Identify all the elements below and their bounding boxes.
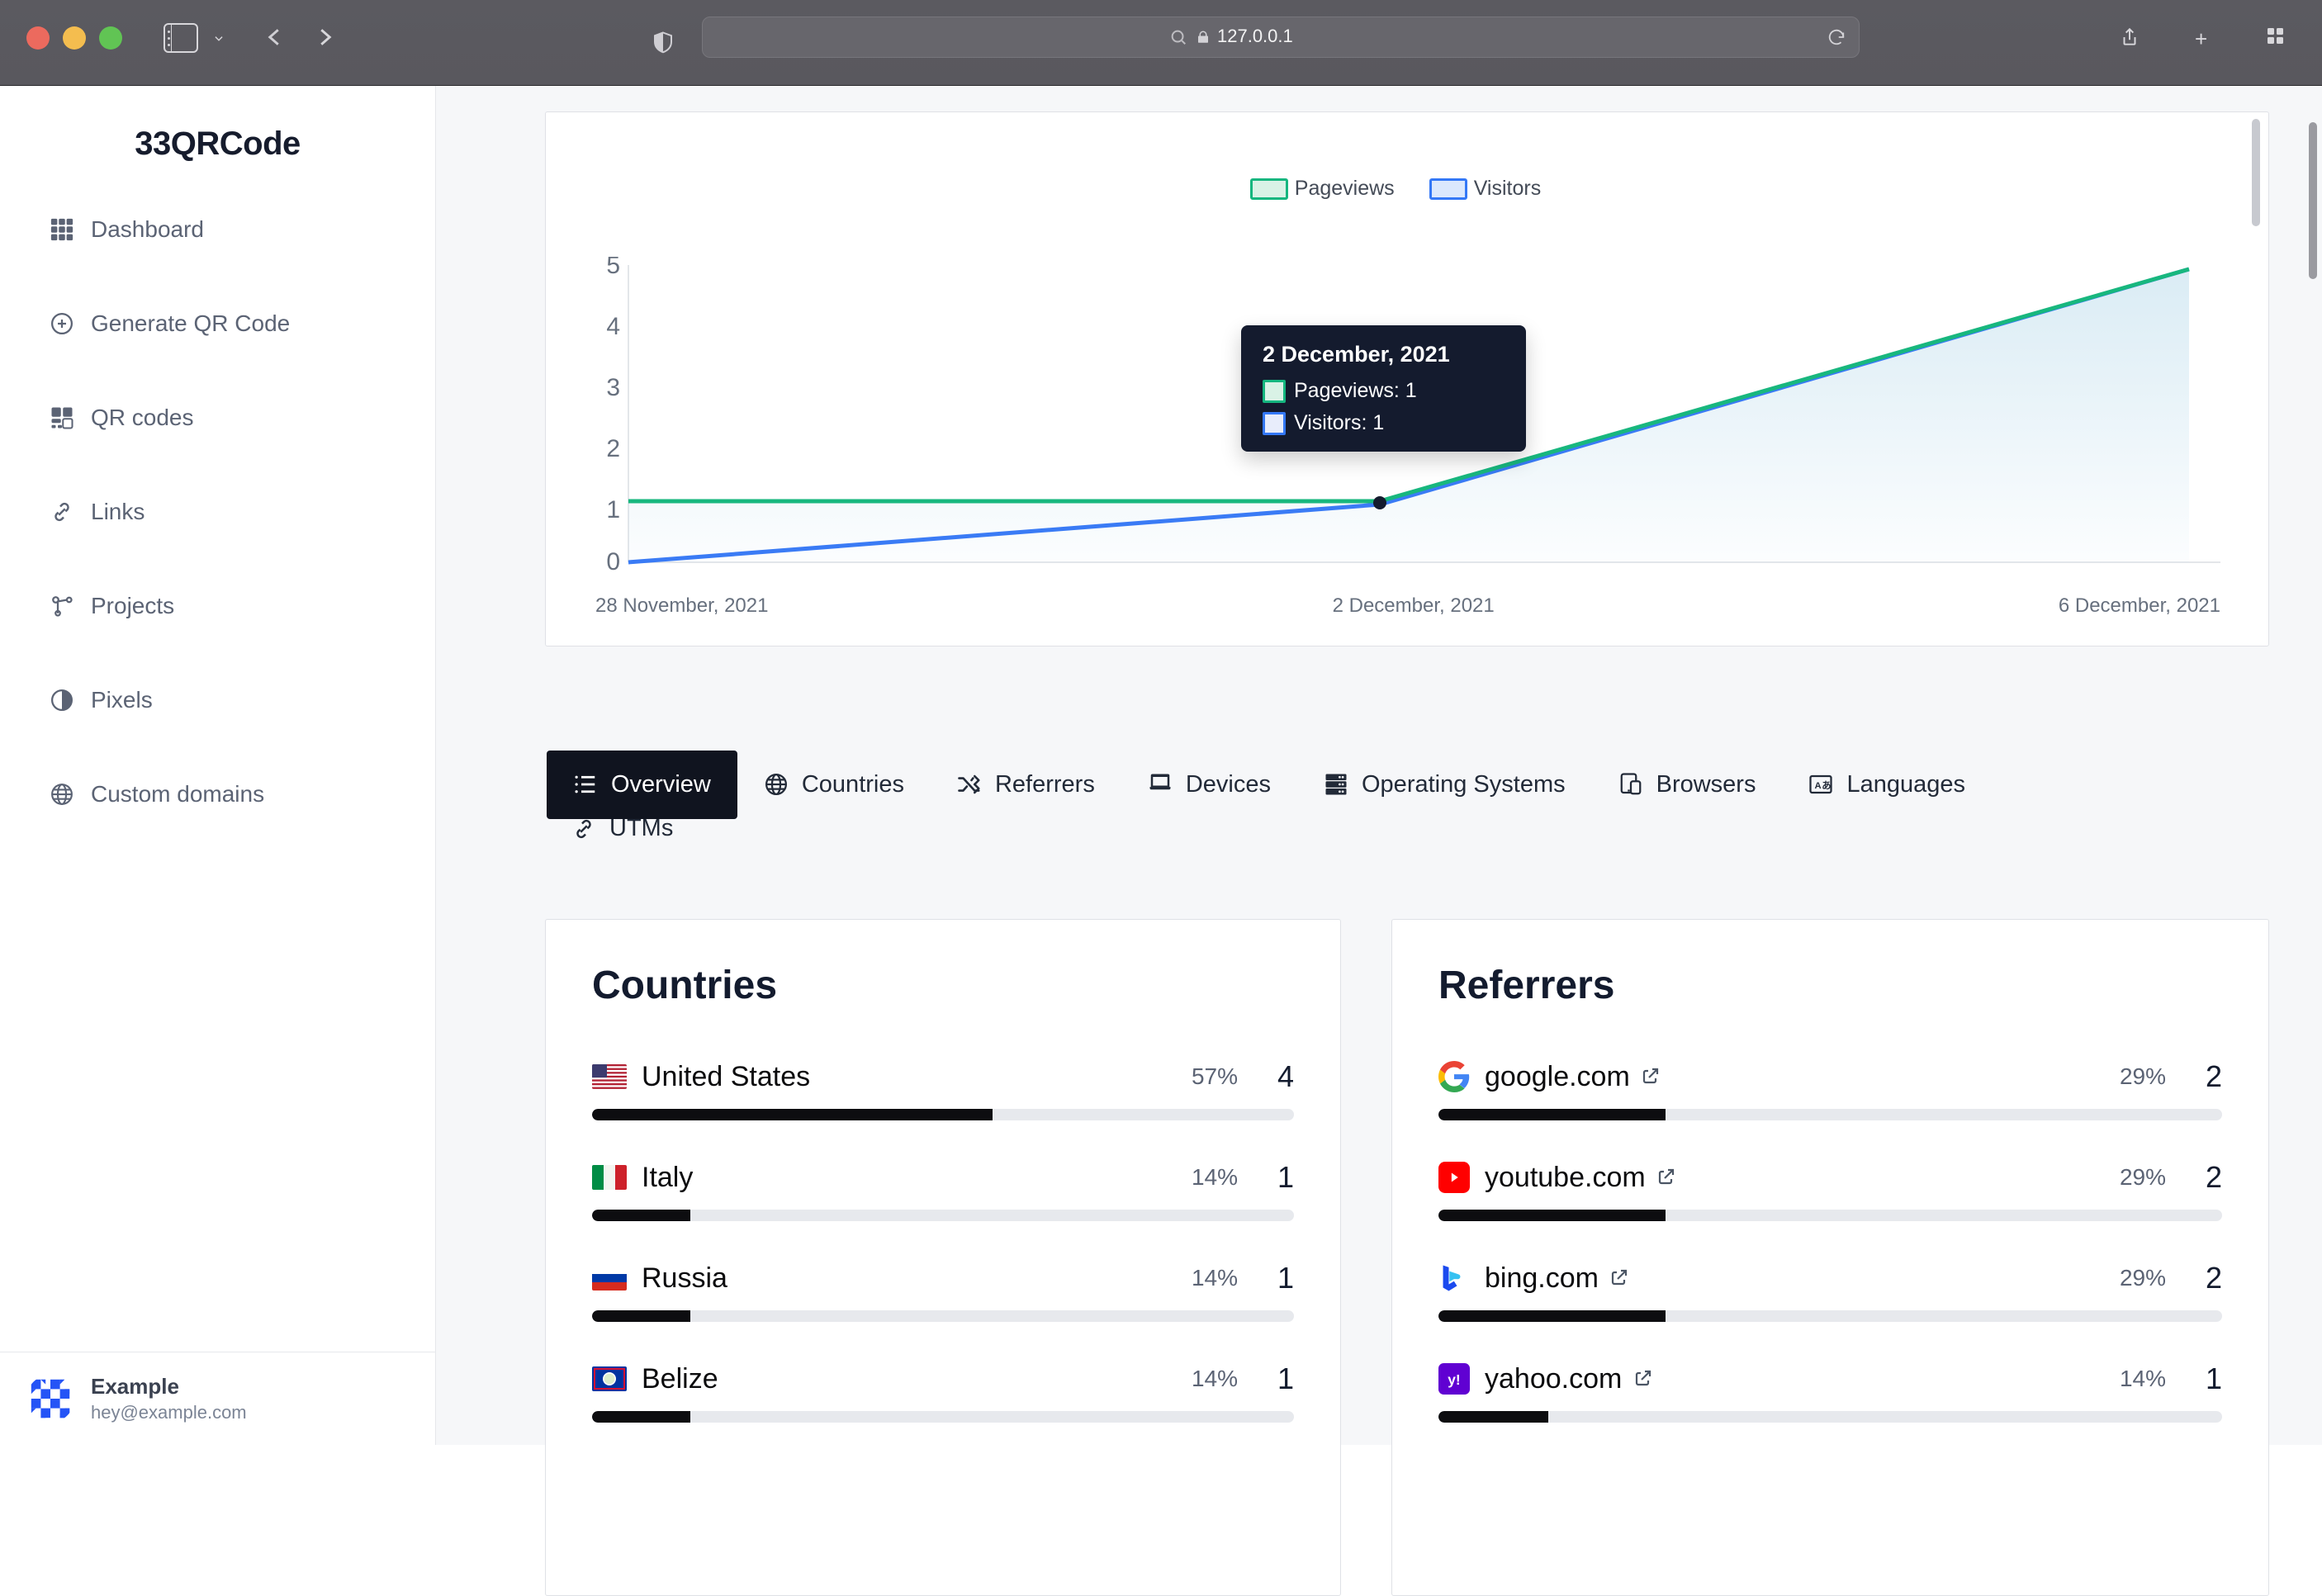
svg-text:3: 3 [606, 374, 620, 401]
svg-text:y!: y! [1448, 1371, 1460, 1388]
svg-text:あ: あ [1822, 780, 1832, 791]
svg-text:5: 5 [606, 257, 620, 279]
svg-text:4: 4 [606, 313, 620, 340]
svg-text:0: 0 [606, 548, 620, 575]
svg-text:2: 2 [606, 435, 620, 462]
svg-text:1: 1 [606, 496, 620, 523]
svg-text:A: A [1815, 781, 1822, 791]
